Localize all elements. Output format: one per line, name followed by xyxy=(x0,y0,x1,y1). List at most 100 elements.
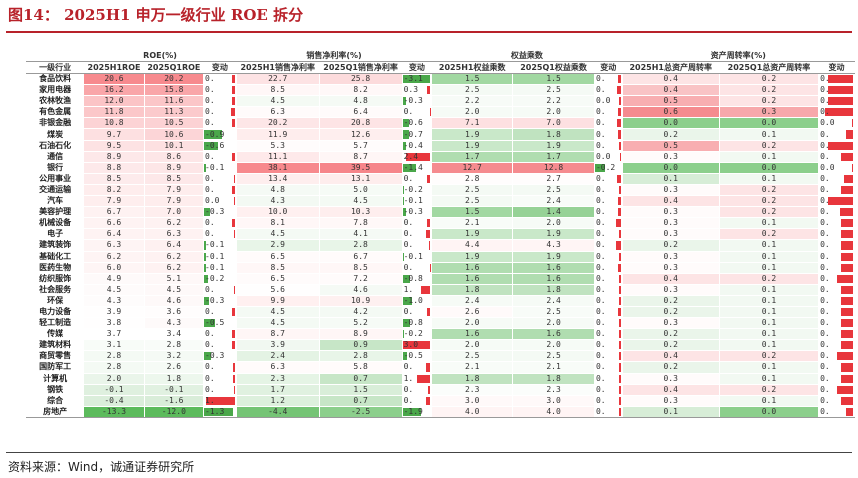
atc-change-bar xyxy=(852,119,853,128)
emc-change-bar xyxy=(619,352,621,361)
em2-value-cell: 4.0 xyxy=(512,405,595,418)
npmc-change-bar xyxy=(403,274,411,283)
em2-value-cell: 1.6 xyxy=(512,261,595,274)
roe1-value-cell: 2.0 xyxy=(83,372,145,385)
emc-change-bar xyxy=(619,341,621,350)
roec-change-cell: -0.3 xyxy=(203,206,237,219)
emc-change-text: 0. xyxy=(595,373,606,383)
industry-name-cell: 商贸零售 xyxy=(25,350,85,363)
at1-value-cell: 0.4 xyxy=(621,72,720,86)
npm2-value-cell: 4.2 xyxy=(318,305,403,319)
atc-change-bar xyxy=(841,285,853,294)
atc-change-bar xyxy=(841,185,853,195)
atc-change-cell: 0.0 xyxy=(818,161,855,174)
em1-value-cell: 2.0 xyxy=(431,317,514,330)
roec-change-cell: -0.1 xyxy=(203,239,237,252)
roec-change-cell: 0. xyxy=(203,283,237,296)
roe-table-wrapper: ROE(%) 销售净利率(%) 权益乘数 资产周转率(%) 一级行业 2025H… xyxy=(25,49,856,418)
npm2-value-cell: 4.1 xyxy=(318,228,403,241)
roec-change-bar xyxy=(204,407,233,416)
roe2-value-cell: 6.3 xyxy=(143,228,205,241)
npm1-value-cell: 2.9 xyxy=(235,239,320,252)
emc-change-text: 0. xyxy=(595,196,606,206)
npmc-change-text: 1. xyxy=(403,373,414,383)
at2-value-cell: 0.1 xyxy=(718,339,820,352)
emc-change-text: 0.0 xyxy=(595,151,611,161)
em1-value-cell: 1.9 xyxy=(431,250,514,263)
atc-change-text: 0. xyxy=(820,96,830,106)
npmc-change-text: -0.2 xyxy=(403,184,423,194)
roe1-value-cell: 6.4 xyxy=(83,228,145,241)
em2-value-cell: 2.7 xyxy=(512,172,595,185)
emc-change-text: 0. xyxy=(595,284,606,294)
npm2-value-cell: 5.2 xyxy=(318,317,403,330)
industry-name-cell: 家用电器 xyxy=(25,84,85,97)
npmc-change-cell: 0. xyxy=(401,217,433,230)
npm2-value-cell: 8.7 xyxy=(318,150,403,163)
at1-value-cell: 0.5 xyxy=(621,139,720,152)
column-header: 2025Q1权益乘数 xyxy=(512,61,595,74)
npmc-change-cell: -0.1 xyxy=(401,195,433,208)
roec-change-bar xyxy=(234,285,235,294)
emc-change-cell: 0. xyxy=(593,328,623,341)
atc-change-text: 0. xyxy=(820,295,830,305)
em1-value-cell: 2.5 xyxy=(431,183,514,197)
npm2-value-cell: 6.7 xyxy=(318,250,403,263)
at1-value-cell: 0.2 xyxy=(621,339,720,352)
npm1-value-cell: 2.3 xyxy=(235,372,320,385)
npmc-change-text: 3.0 xyxy=(403,340,419,350)
emc-change-bar xyxy=(595,163,606,172)
npm1-value-cell: 8.1 xyxy=(235,217,320,230)
npmc-change-cell: 0. xyxy=(401,228,433,241)
at1-value-cell: 0.4 xyxy=(621,84,720,97)
npmc-change-text: -1.9 xyxy=(403,406,423,416)
at1-value-cell: 0.3 xyxy=(621,150,720,163)
em2-value-cell: 2.0 xyxy=(512,317,595,330)
roec-change-bar xyxy=(232,119,235,128)
npmc-change-bar xyxy=(403,407,421,416)
roec-change-bar xyxy=(231,108,235,117)
atc-change-bar xyxy=(841,241,853,250)
atc-change-cell: 0. xyxy=(818,195,855,208)
table-row: 环保 4.3 4.6 -0.3 9.9 10.9 -1.0 2.4 2.4 0. 0.2 0.1 0. xyxy=(25,294,855,307)
npmc-change-bar xyxy=(403,330,405,339)
roec-change-cell: 0. xyxy=(203,305,237,319)
roe1-value-cell: 16.2 xyxy=(83,84,145,97)
roec-change-cell: 0. xyxy=(203,339,237,352)
emc-change-text: 0.0 xyxy=(595,96,611,106)
bottom-rule xyxy=(6,452,852,453)
at2-value-cell: 0.2 xyxy=(718,350,820,363)
npmc-change-bar xyxy=(403,163,417,172)
at1-value-cell: 0.2 xyxy=(621,128,720,141)
roe1-value-cell: 6.3 xyxy=(83,239,145,252)
emc-change-cell: 0.0 xyxy=(593,150,623,163)
roe2-value-cell: 2.8 xyxy=(143,339,205,352)
em1-value-cell: 7.1 xyxy=(431,117,514,130)
atc-change-cell: 0. xyxy=(818,250,855,263)
atc-change-bar xyxy=(824,108,853,117)
emc-change-text: 0. xyxy=(595,173,606,183)
em2-value-cell: 12.8 xyxy=(512,161,595,174)
npmc-change-bar xyxy=(425,396,431,405)
em1-value-cell: 2.0 xyxy=(431,106,514,119)
at1-value-cell: 0.5 xyxy=(621,95,720,108)
emc-change-bar xyxy=(617,174,621,183)
atc-change-bar xyxy=(841,152,853,161)
npmc-change-cell: 0. xyxy=(401,305,433,319)
npmc-change-bar xyxy=(427,174,431,183)
npmc-change-text: -0.1 xyxy=(403,196,423,206)
atc-change-cell: 0. xyxy=(818,206,855,219)
emc-change-text: 0. xyxy=(595,318,606,328)
emc-change-text: 0. xyxy=(595,329,606,339)
at1-value-cell: 0.2 xyxy=(621,328,720,341)
atc-change-cell: 0. xyxy=(818,228,855,241)
em1-value-cell: 1.6 xyxy=(431,328,514,341)
npm2-value-cell: 2.8 xyxy=(318,239,403,252)
npmc-change-cell: -0.6 xyxy=(401,117,433,130)
column-header: 2025Q1ROE xyxy=(143,61,205,74)
atc-change-text: 0. xyxy=(820,340,830,350)
emc-change-bar xyxy=(619,230,621,239)
emc-change-cell: 0. xyxy=(593,84,623,97)
at2-value-cell: 0.1 xyxy=(718,150,820,163)
atc-change-bar xyxy=(827,141,853,150)
